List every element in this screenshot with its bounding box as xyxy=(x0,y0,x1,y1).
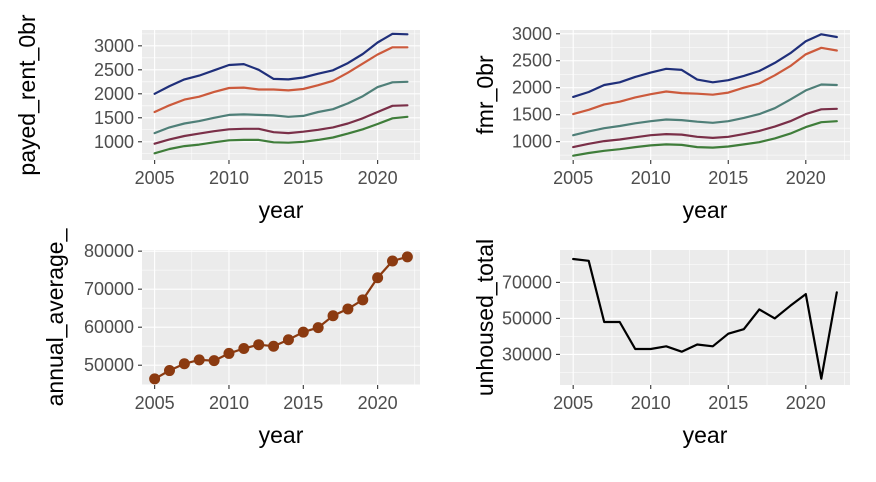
unhoused-x-tick-label: 2005 xyxy=(553,393,593,413)
income-series-0-point xyxy=(178,358,190,370)
income-series-0-point xyxy=(164,365,176,377)
fmr-x-axis-title: year xyxy=(683,197,728,223)
income-x-tick-label: 2020 xyxy=(358,393,398,413)
rent-y-tick-label: 3000 xyxy=(94,36,134,56)
income-series-0-point xyxy=(268,340,280,352)
rent-series-2-line xyxy=(153,80,409,135)
rent-y-tick-label: 1000 xyxy=(94,132,134,152)
income-series-0-point xyxy=(372,272,384,284)
chart-unhoused-panel: 30000 50000 70000 2005 2010 2015 2020 year unhou… xyxy=(472,239,850,448)
rent-y-tick-label: 2000 xyxy=(94,84,134,104)
fmr-y-tick-label: 2000 xyxy=(512,78,552,98)
rent-series-4-line xyxy=(153,115,409,155)
fmr-x-tick-label: 2020 xyxy=(786,168,826,188)
rent-x-axis-title: year xyxy=(259,197,304,223)
fmr-y-tick-label: 2500 xyxy=(512,51,552,71)
income-y-tick-label: 70000 xyxy=(84,279,134,299)
fmr-y-tick-label: 1500 xyxy=(512,105,552,125)
fmr-series-1-line xyxy=(572,46,838,116)
income-x-axis-title: year xyxy=(259,422,304,448)
income-x-tick-label: 2015 xyxy=(283,393,323,413)
income-series-0-point xyxy=(312,322,324,334)
unhoused-y-tick-label: 70000 xyxy=(502,272,552,292)
income-series-0-point xyxy=(149,373,161,385)
fmr-series-4-line xyxy=(572,120,838,157)
fmr-y-tick-label: 3000 xyxy=(512,24,552,44)
income-y-tick-label: 60000 xyxy=(84,317,134,337)
unhoused-y-axis-title: unhoused_total xyxy=(472,239,498,396)
income-series-0-point xyxy=(401,251,413,263)
income-y-tick-label: 50000 xyxy=(84,355,134,375)
fmr-y-axis-title: fmr_0br xyxy=(472,55,498,135)
income-series-0-point xyxy=(208,355,220,367)
income-series-0-point xyxy=(386,255,398,267)
unhoused-x-tick-label: 2020 xyxy=(786,393,826,413)
rent-y-axis-title: payed_rent_0br xyxy=(14,14,40,175)
rent-series-3-line xyxy=(153,104,409,145)
income-series-0-point xyxy=(342,303,354,315)
rent-series-0-line xyxy=(153,32,409,95)
rent-x-tick-label: 2005 xyxy=(135,168,175,188)
unhoused-y-tick-label: 50000 xyxy=(502,308,552,328)
income-x-tick-label: 2010 xyxy=(209,393,249,413)
fmr-x-tick-label: 2005 xyxy=(553,168,593,188)
fmr-x-tick-label: 2015 xyxy=(708,168,748,188)
income-series-0-point xyxy=(357,294,369,306)
fmr-y-tick-label: 1000 xyxy=(512,132,552,152)
income-series-0-point xyxy=(193,354,205,366)
income-series-0-point xyxy=(282,334,294,346)
income-y-axis-title: annual_average_ xyxy=(42,227,68,406)
unhoused-panel-background xyxy=(560,250,850,385)
unhoused-x-tick-label: 2010 xyxy=(631,393,671,413)
rent-x-tick-label: 2015 xyxy=(283,168,323,188)
income-series-0-point xyxy=(327,310,339,322)
fmr-series-2-line xyxy=(572,83,838,137)
rent-panel-background xyxy=(142,30,420,160)
chart-income-panel: 50000 60000 70000 80000 2005 2010 2015 2020 year… xyxy=(42,227,420,448)
unhoused-y-tick-label: 30000 xyxy=(502,344,552,364)
rent-y-tick-label: 2500 xyxy=(94,60,134,80)
income-series-0-point xyxy=(297,326,309,338)
unhoused-x-tick-label: 2015 xyxy=(708,393,748,413)
unhoused-x-axis-title: year xyxy=(683,422,728,448)
income-x-tick-label: 2005 xyxy=(135,393,175,413)
income-series-0-point xyxy=(223,347,235,359)
income-y-tick-label: 80000 xyxy=(84,241,134,261)
fmr-series-3-line xyxy=(572,107,838,149)
fmr-series-0-line xyxy=(572,33,838,99)
rent-series-1-line xyxy=(153,46,409,114)
chart-fmr-panel: 1000 1500 2000 2500 3000 2005 2010 2015 2020 year… xyxy=(472,24,850,223)
unhoused-series-0-line xyxy=(572,257,838,380)
income-series-0-point xyxy=(238,342,250,354)
chart-rent-panel: 1000 1500 2000 2500 3000 2005 2010 2015 2020 year… xyxy=(14,14,420,223)
rent-x-tick-label: 2010 xyxy=(209,168,249,188)
rent-x-tick-label: 2020 xyxy=(358,168,398,188)
rent-y-tick-label: 1500 xyxy=(94,108,134,128)
income-series-0-point xyxy=(253,339,265,351)
fmr-x-tick-label: 2010 xyxy=(631,168,671,188)
